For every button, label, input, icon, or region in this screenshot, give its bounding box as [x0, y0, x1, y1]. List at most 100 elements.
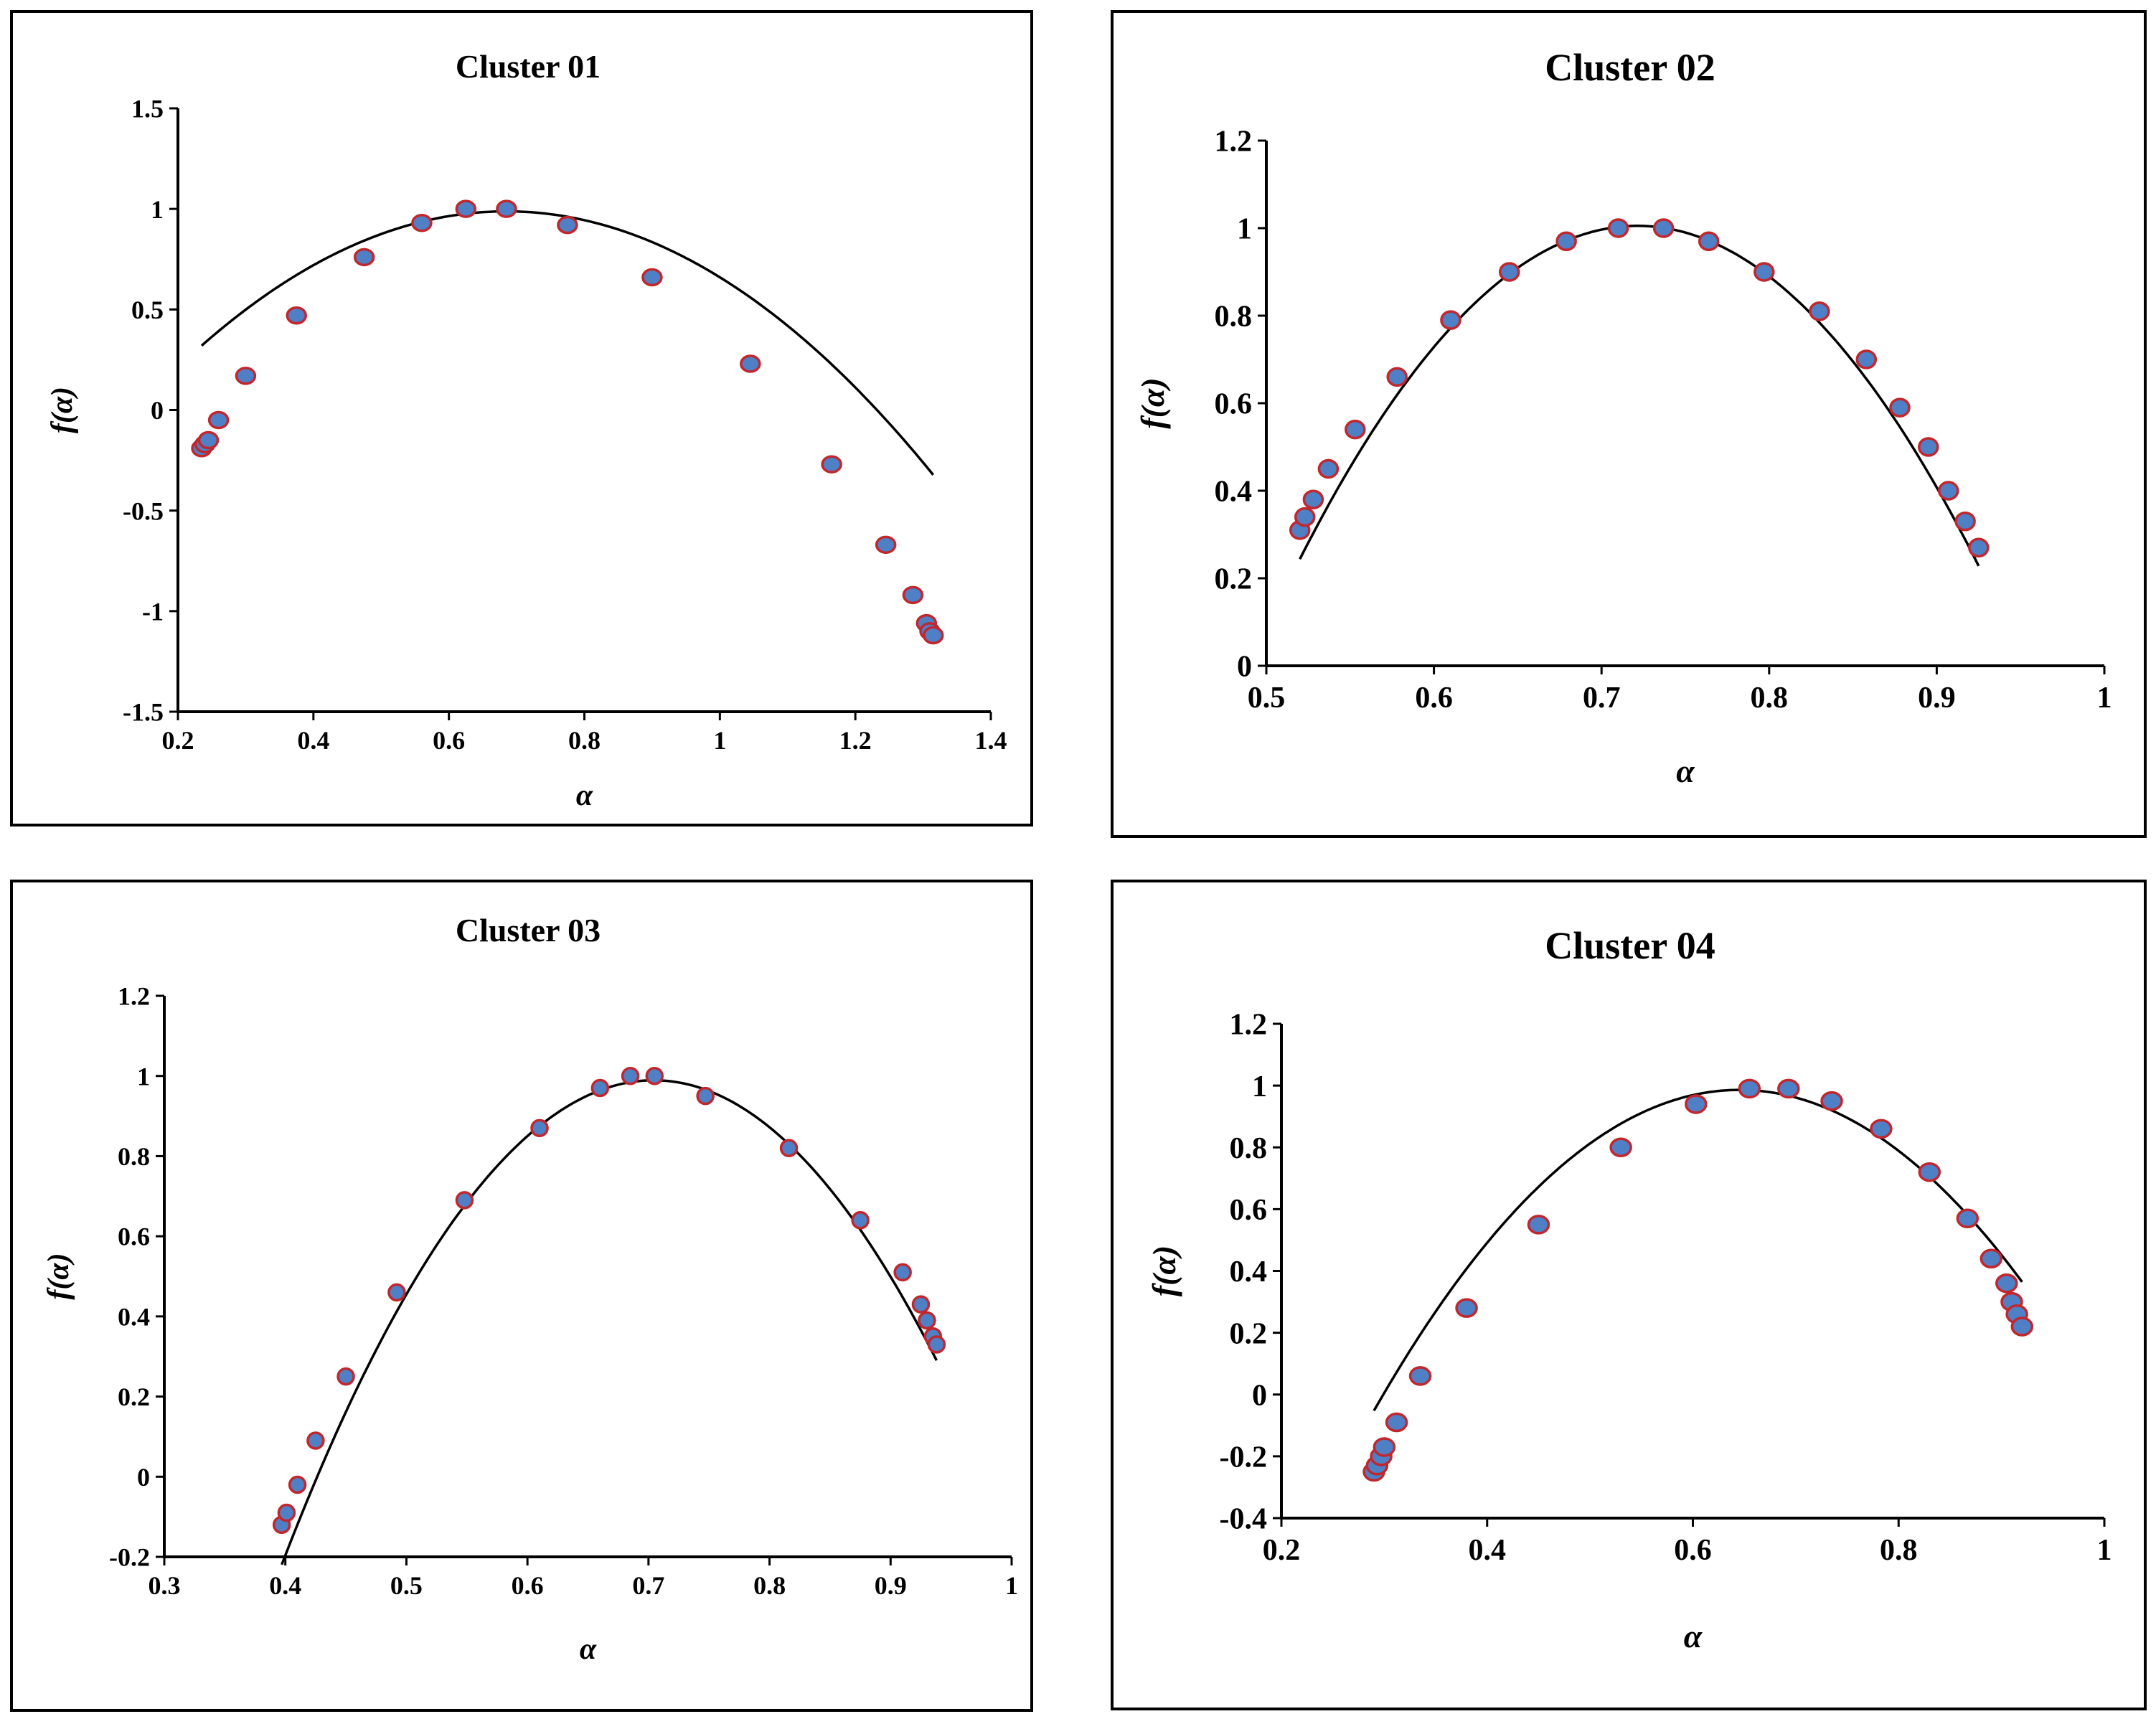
data-point: [455, 1191, 474, 1210]
panel-cluster-03: 0.3 0.4 0.5 0.6 0.7 0.8 0.9 1 -0.2 0 0.2 0.4 0.6 0.8 1…: [10, 880, 1033, 1712]
y-tick-label: 1: [151, 195, 164, 224]
data-point: [286, 306, 307, 325]
x-tick-label: 0.2: [1263, 1534, 1301, 1567]
data-point: [1855, 349, 1878, 369]
x-tick-label: 1.2: [839, 726, 872, 755]
data-point: [821, 455, 842, 474]
x-axis-title: α: [1676, 753, 1695, 789]
x-tick-label: 0.7: [632, 1571, 664, 1600]
panel-cluster-01: 0.2 0.4 0.6 0.8 1 1.2 1.4 -1.5 -1 -0.5 0 0.5 1 1.5 Clu…: [10, 10, 1033, 826]
y-axis-title: f(α): [1134, 377, 1171, 428]
panel-frame: [1111, 10, 2147, 838]
data-point: [1408, 1366, 1432, 1386]
data-point: [1738, 1078, 1761, 1099]
x-tick-label: 0.6: [1415, 682, 1453, 715]
x-tick-label: 0.3: [149, 1571, 181, 1600]
data-point: [1980, 1248, 2003, 1269]
data-point: [353, 248, 375, 267]
data-point: [1455, 1298, 1478, 1318]
y-tick-label: 1.2: [1230, 1009, 1268, 1042]
data-point: [557, 215, 578, 235]
x-tick-label: 1: [2097, 1534, 2112, 1567]
x-axis-title: α: [580, 1633, 597, 1666]
data-point: [2010, 1317, 2034, 1337]
data-point: [411, 214, 433, 232]
data-point: [336, 1367, 355, 1386]
data-point: [1698, 231, 1720, 252]
data-point: [1753, 262, 1775, 282]
data-point: [1317, 458, 1340, 479]
data-point: [455, 199, 477, 218]
y-tick-label: -0.5: [123, 496, 164, 525]
data-point: [530, 1118, 549, 1138]
data-point: [911, 1295, 931, 1314]
data-point: [1995, 1273, 2018, 1294]
y-tick-label: -1.5: [123, 698, 164, 727]
data-point: [922, 626, 944, 645]
data-point: [1440, 310, 1461, 330]
data-point: [1652, 218, 1675, 238]
data-point: [641, 268, 663, 287]
data-point: [288, 1475, 307, 1494]
y-tick-label: -0.2: [1220, 1441, 1268, 1474]
data-point: [1870, 1118, 1893, 1139]
x-tick-label: 0.5: [390, 1571, 423, 1600]
chart-title: Cluster 03: [456, 912, 601, 948]
y-tick-label: 0.4: [1230, 1256, 1268, 1289]
data-point: [306, 1431, 325, 1450]
data-point: [1954, 511, 1976, 532]
x-tick-label: 1: [2097, 682, 2112, 715]
y-axis-title: f(α): [46, 387, 79, 433]
y-tick-label: 0.6: [118, 1223, 150, 1251]
data-point: [621, 1066, 640, 1085]
data-point: [1968, 537, 1990, 558]
data-point: [235, 367, 257, 385]
y-tick-label: 1.2: [1215, 126, 1253, 159]
data-point: [893, 1263, 912, 1282]
data-point: [207, 410, 230, 430]
x-tick-label: 0.8: [1751, 682, 1789, 715]
data-point: [1685, 1094, 1708, 1114]
y-tick-label: 1: [137, 1062, 150, 1091]
chart-title: Cluster 04: [1545, 924, 1715, 967]
data-point: [1809, 301, 1830, 321]
data-point: [197, 430, 220, 450]
x-tick-label: 0.8: [1880, 1534, 1918, 1567]
data-point: [590, 1078, 610, 1098]
x-tick-label: 0.9: [875, 1571, 907, 1600]
x-tick-label: 0.2: [162, 726, 194, 755]
x-tick-label: 0.4: [269, 1571, 301, 1600]
y-tick-label: -0.2: [109, 1543, 150, 1572]
x-tick-label: 0.8: [568, 726, 601, 755]
y-tick-label: 0.4: [118, 1302, 150, 1331]
data-point: [1527, 1215, 1550, 1235]
x-tick-label: 0.6: [1674, 1534, 1712, 1567]
data-point: [387, 1283, 406, 1302]
y-tick-label: 0.8: [118, 1142, 150, 1171]
data-point: [902, 585, 924, 605]
data-point: [1386, 367, 1408, 387]
x-tick-label: 0.9: [1918, 682, 1956, 715]
data-point: [927, 1335, 946, 1354]
data-point: [1917, 437, 1939, 457]
x-tick-label: 0.5: [1248, 682, 1286, 715]
data-point: [1918, 1162, 1941, 1182]
data-point: [1777, 1078, 1800, 1099]
data-point: [1607, 218, 1629, 238]
y-tick-label: 0.2: [118, 1383, 150, 1411]
data-point: [1302, 489, 1324, 509]
chart-title: Cluster 01: [456, 48, 601, 85]
data-point: [875, 535, 897, 555]
x-axis-title: α: [1684, 1618, 1703, 1654]
x-tick-label: 0.8: [753, 1571, 786, 1600]
y-tick-label: -0.4: [1220, 1503, 1268, 1536]
data-point: [496, 199, 517, 218]
x-tick-label: 0.6: [512, 1571, 544, 1600]
chart-title: Cluster 02: [1545, 46, 1715, 89]
data-point: [1373, 1437, 1396, 1457]
data-point: [1345, 419, 1366, 440]
fit-curve: [1299, 225, 1980, 567]
data-point: [740, 354, 761, 373]
y-tick-label: 0.2: [1230, 1317, 1268, 1350]
